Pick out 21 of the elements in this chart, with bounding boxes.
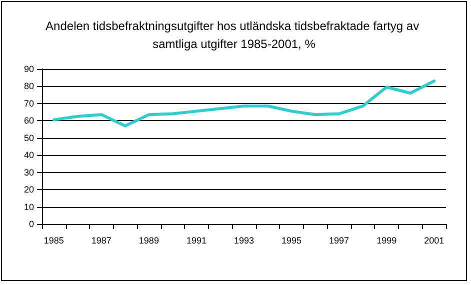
x-tick-label: 2001 [424, 236, 444, 246]
y-tick-label: 30 [24, 167, 34, 178]
chart-title: Andelen tidsbefraktningsutgifter hos utländska tidsbefraktade fartyg av samtliga utgifter 1985-2001, % [46, 19, 422, 51]
y-tick-label: 60 [24, 116, 34, 126]
x-tick-label: 1993 [234, 236, 254, 246]
x-tick-label: 1991 [186, 236, 206, 246]
y-tick-label: 90 [24, 64, 34, 74]
line-series [52, 80, 436, 128]
y-tick-label: 10 [24, 202, 34, 212]
x-tick-label: 1999 [376, 236, 397, 246]
x-tick-label: 1997 [329, 236, 350, 246]
x-tick-label: 1995 [282, 236, 302, 246]
y-tick-label: 40 [24, 150, 34, 160]
x-tick-label: 1985 [44, 236, 64, 246]
y-tick-label: 70 [24, 98, 34, 108]
y-tick-label: 0 [28, 219, 34, 229]
y-tick-label: 20 [24, 184, 34, 195]
y-tick-label: 80 [24, 81, 34, 92]
x-tick-label: 1987 [91, 236, 112, 246]
x-tick-label: 1989 [138, 236, 159, 246]
y-tick-label: 50 [24, 132, 34, 143]
